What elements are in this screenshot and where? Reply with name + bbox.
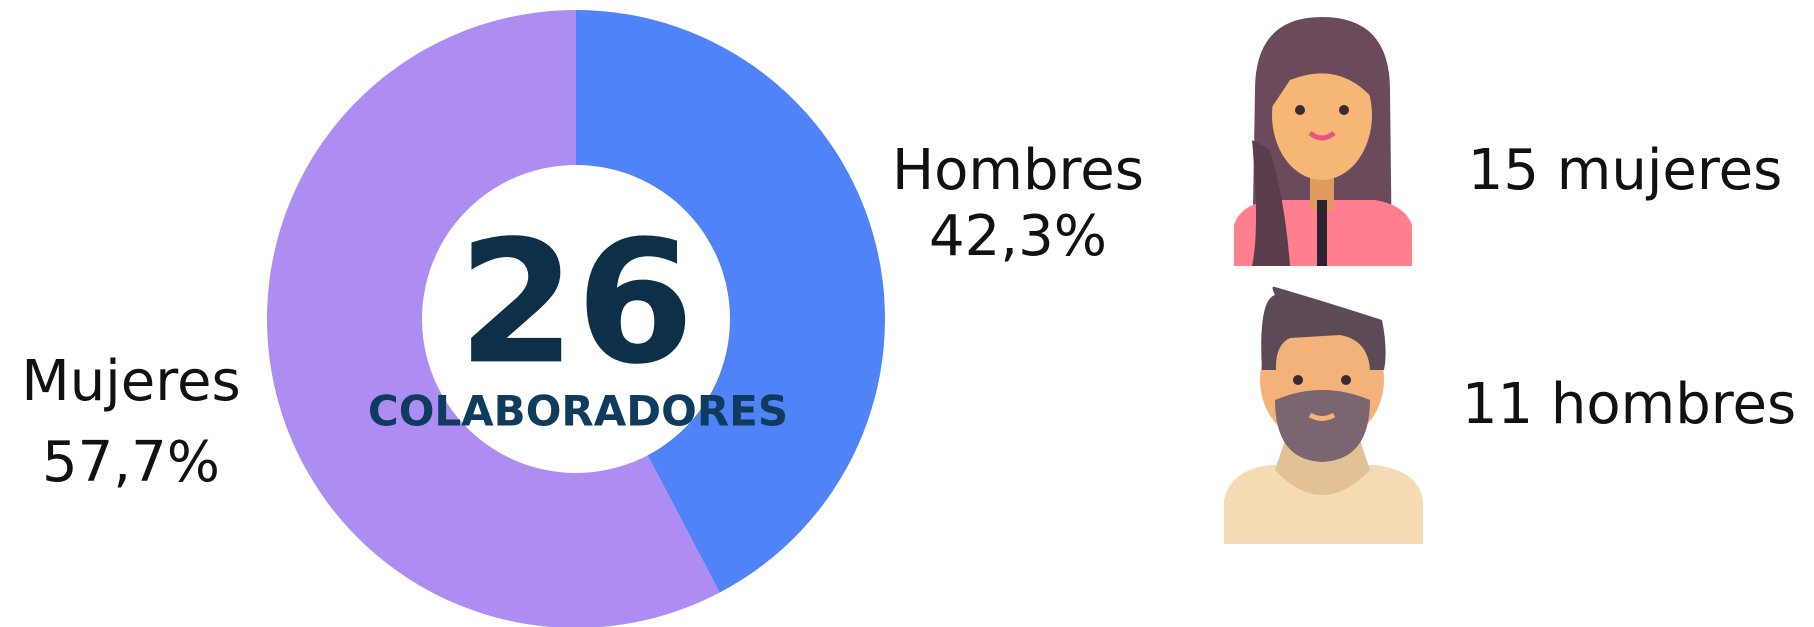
category-label: Hombres [892, 138, 1144, 203]
chart: 26 COLABORADORES Hombres 42,3% Mujeres 5… [0, 0, 1814, 627]
category-label: Mujeres [21, 349, 240, 414]
center-label: COLABORADORES [368, 387, 788, 436]
woman-icon [1234, 17, 1412, 266]
annotation: 11 hombres [1462, 372, 1796, 437]
value-label: 57,7% [42, 430, 220, 495]
value-label: 42,3% [929, 204, 1107, 269]
center-value: 26 [458, 204, 695, 402]
annotation: 15 mujeres [1468, 138, 1783, 203]
man-icon [1224, 287, 1423, 544]
